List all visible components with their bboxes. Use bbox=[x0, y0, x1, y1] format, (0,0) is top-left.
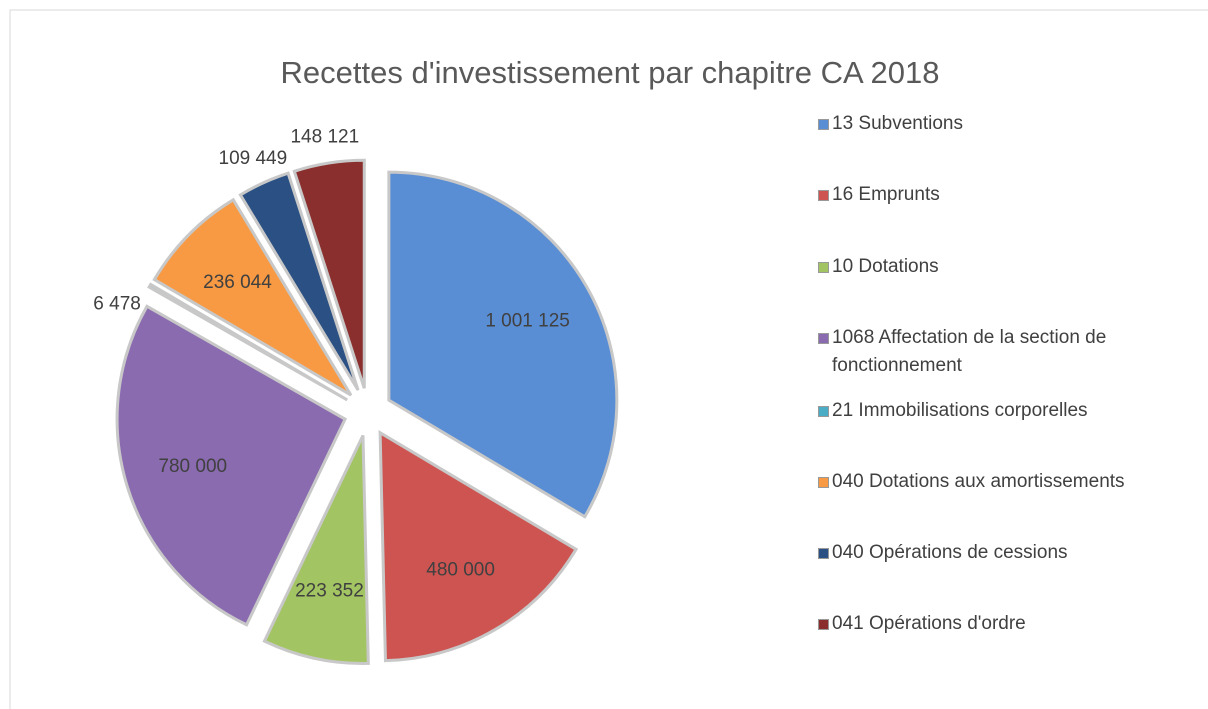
data-label: 223 352 bbox=[295, 581, 364, 602]
pie-slice bbox=[292, 158, 366, 389]
pie bbox=[115, 158, 619, 665]
legend-label: 13 Subventions bbox=[832, 113, 963, 134]
legend-swatch bbox=[818, 262, 829, 273]
legend-item: 16 Emprunts bbox=[818, 181, 1188, 209]
legend-label: 040 Dotations aux amortissements bbox=[832, 471, 1125, 492]
data-label: 480 000 bbox=[426, 560, 495, 581]
legend-item: 13 Subventions bbox=[818, 110, 1188, 138]
chart-title: Recettes d'investissement par chapitre C… bbox=[281, 55, 940, 90]
data-label: 1 001 125 bbox=[485, 310, 570, 331]
legend-swatch bbox=[818, 190, 829, 201]
legend-item: 040 Opérations de cessions bbox=[818, 539, 1188, 567]
pie-slice bbox=[152, 197, 353, 397]
legend-label: 10 Dotations bbox=[832, 256, 939, 277]
pie-slice bbox=[262, 434, 370, 665]
pie-slice bbox=[238, 171, 360, 391]
data-label: 6 478 bbox=[93, 293, 141, 314]
legend-label: 1068 Affectation de la section de foncti… bbox=[832, 327, 1107, 376]
legend-label: 21 Immobilisations corporelles bbox=[832, 400, 1088, 421]
legend-item: 1068 Affectation de la section de foncti… bbox=[818, 324, 1188, 380]
data-label: 148 121 bbox=[290, 126, 359, 147]
legend-label: 040 Opérations de cessions bbox=[832, 542, 1068, 563]
pie-slice bbox=[147, 282, 348, 402]
chart-border bbox=[9, 9, 1208, 709]
legend-label: 16 Emprunts bbox=[832, 184, 940, 205]
legend-item: 041 Opérations d'ordre bbox=[818, 610, 1188, 638]
legend-item: 21 Immobilisations corporelles bbox=[818, 397, 1188, 425]
legend-swatch bbox=[818, 548, 829, 559]
data-label: 236 044 bbox=[203, 272, 272, 293]
pie-slice bbox=[115, 304, 348, 627]
legend-swatch bbox=[818, 406, 829, 417]
legend-item: 040 Dotations aux amortissements bbox=[818, 468, 1188, 496]
legend-swatch bbox=[818, 477, 829, 488]
legend-swatch bbox=[818, 119, 829, 130]
data-label: 109 449 bbox=[219, 148, 288, 169]
legend-label: 041 Opérations d'ordre bbox=[832, 613, 1026, 634]
legend-swatch bbox=[818, 333, 829, 344]
legend-swatch bbox=[818, 619, 829, 630]
pie-slice bbox=[378, 430, 579, 663]
data-label: 780 000 bbox=[158, 456, 227, 477]
pie-slice bbox=[387, 170, 619, 519]
legend-item: 10 Dotations bbox=[818, 253, 1188, 281]
